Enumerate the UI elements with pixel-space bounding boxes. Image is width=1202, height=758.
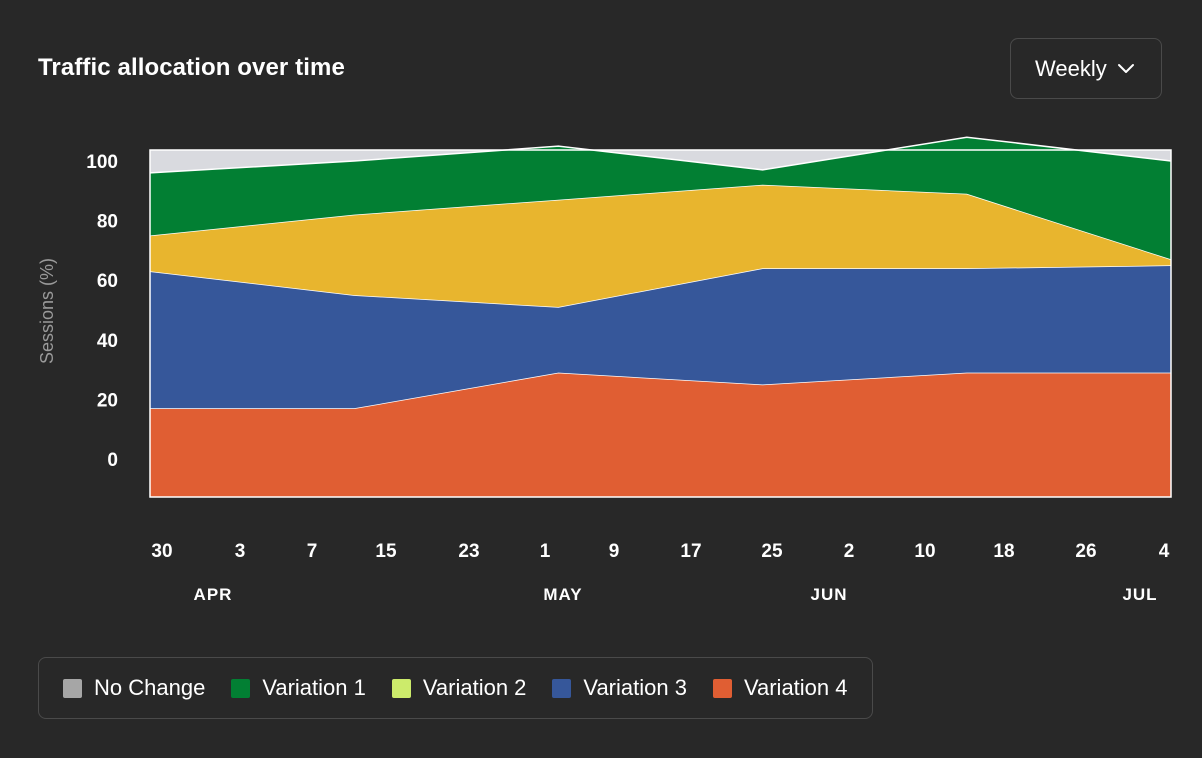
y-tick-label: 80 — [97, 212, 118, 233]
legend-swatch — [391, 678, 411, 698]
month-label: APR — [194, 585, 233, 604]
x-tick-label: 3 — [235, 541, 246, 562]
x-tick-label: 7 — [307, 541, 318, 562]
x-tick-label: 1 — [540, 541, 551, 562]
x-tick-label: 4 — [1159, 541, 1170, 562]
series-area-variation-1 — [150, 137, 1171, 260]
x-tick-label: 9 — [609, 541, 620, 562]
plot-border — [149, 149, 1172, 498]
period-dropdown-value: Weekly — [1035, 55, 1107, 81]
y-tick-label: 0 — [107, 450, 118, 471]
legend-swatch — [63, 678, 82, 698]
legend-item-variation-3[interactable]: Variation 3 — [552, 675, 687, 701]
y-tick-label: 100 — [86, 152, 118, 173]
legend-swatch — [712, 678, 732, 698]
series-area-variation-2 — [150, 184, 1171, 307]
legend-label: Variation 2 — [422, 675, 527, 700]
legend-swatch — [552, 678, 572, 698]
x-tick-label: 18 — [993, 541, 1014, 562]
x-tick-label: 2 — [844, 541, 855, 562]
x-tick-label: 17 — [680, 541, 701, 562]
y-tick-label: 60 — [97, 271, 118, 292]
chart-legend: No Change Variation 1 Variation 2 Variation… — [38, 657, 873, 719]
x-tick-label: 26 — [1075, 541, 1096, 562]
month-label: MAY — [543, 585, 582, 604]
y-axis-label: Sessions (%) — [37, 258, 57, 364]
series-boundary-line — [149, 136, 1172, 174]
series-area-variation-4 — [150, 372, 1171, 497]
x-tick-label: 15 — [375, 541, 397, 562]
legend-item-variation-4[interactable]: Variation 4 — [712, 675, 848, 701]
legend-item-variation-2[interactable]: Variation 2 — [391, 675, 527, 701]
month-label: JUL — [1122, 585, 1157, 604]
legend-label: Variation 3 — [583, 675, 687, 700]
legend-label: No Change — [94, 675, 206, 700]
stacked-area-chart: Sessions (%) 0 20 40 60 80 100 30 3 7 15 23 1 9 17 25… — [37, 136, 1172, 604]
legend-item-variation-1[interactable]: Variation 1 — [231, 675, 366, 701]
series-area-variation-3 — [150, 265, 1171, 409]
y-tick-label: 20 — [97, 390, 118, 411]
chart-title: Traffic allocation over time — [38, 54, 345, 81]
month-label: JUN — [810, 585, 847, 604]
x-tick-label: 30 — [151, 541, 172, 562]
chevron-down-icon — [1117, 63, 1135, 75]
x-tick-label: 25 — [761, 541, 783, 562]
legend-swatch — [231, 678, 251, 698]
x-tick-label: 23 — [458, 541, 479, 562]
y-tick-label: 40 — [97, 331, 118, 352]
legend-item-no-change[interactable]: No Change — [63, 675, 205, 701]
legend-label: Variation 1 — [262, 675, 366, 700]
x-tick-label: 10 — [914, 541, 935, 562]
period-dropdown[interactable]: Weekly — [1010, 38, 1162, 99]
legend-label: Variation 4 — [743, 675, 848, 700]
